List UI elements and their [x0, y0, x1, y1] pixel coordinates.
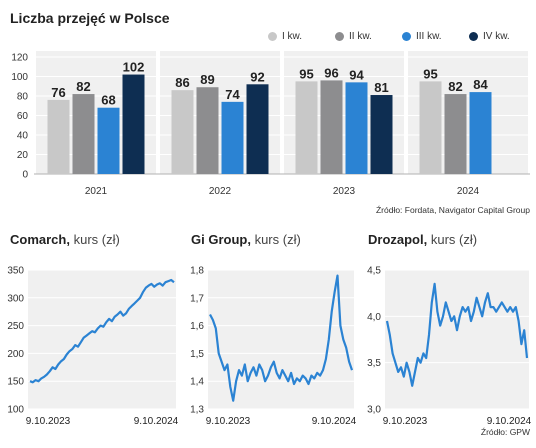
legend-item-q4: IV kw. [469, 31, 536, 42]
line-chart-drozapol: 3,0 3,5 4,0 4,5 9.10.2023 9.10.2024 [367, 266, 532, 428]
legend-swatch [469, 32, 478, 41]
legend-item-q1: I kw. [268, 31, 335, 42]
bar [122, 74, 145, 174]
y-tick-label: 350 [7, 266, 24, 277]
series-line [209, 274, 354, 402]
y-tick-label: 1,6 [190, 321, 204, 332]
x-tick-label: 2024 [457, 186, 480, 197]
legend: I kw. II kw. III kw. IV kw. [268, 31, 536, 42]
y-tick-label: 200 [7, 349, 24, 360]
bar [196, 87, 219, 174]
bar [47, 99, 70, 174]
bar [370, 95, 393, 174]
unit-label: kurs (zł) [73, 232, 120, 247]
y-tick-label: 100 [11, 72, 28, 83]
plot-background [28, 270, 176, 409]
x-tick-label: 9.10.2023 [383, 416, 428, 427]
data-label: 84 [473, 77, 488, 92]
y-tick-label: 1,8 [190, 266, 204, 277]
bar [320, 80, 343, 174]
data-label: 74 [225, 87, 240, 102]
bar [295, 81, 318, 174]
source-note-bottom: Źródło: GPW [480, 427, 530, 437]
y-tick-label: 250 [7, 321, 24, 332]
y-tick-label: 20 [17, 150, 29, 161]
data-label: 82 [76, 79, 90, 94]
y-tick-label: 1,7 [190, 293, 204, 304]
bar-chart: 0 20 40 60 80 100 120 76 82 68 102 2021 86 89 74 92 2022… [11, 51, 530, 197]
data-label: 95 [299, 66, 313, 81]
chart-title-comarch: Comarch, kurs (zł) [10, 232, 120, 247]
x-tick-label: 9.10.2024 [312, 416, 357, 427]
x-tick-label: 9.10.2023 [26, 416, 71, 427]
bar [221, 101, 244, 174]
legend-swatch [402, 32, 411, 41]
x-tick-label: 9.10.2023 [206, 416, 251, 427]
y-tick-label: 150 [7, 377, 24, 388]
data-label: 76 [51, 85, 65, 100]
series-line [29, 278, 175, 384]
y-tick-label: 60 [17, 111, 29, 122]
legend-item-q3: III kw. [402, 31, 469, 42]
data-label: 81 [374, 80, 388, 95]
x-tick-label: 2022 [209, 186, 232, 197]
y-tick-label: 4,5 [367, 266, 381, 277]
y-tick-label: 100 [7, 405, 24, 416]
legend-label: I kw. [282, 31, 303, 42]
bar [419, 81, 442, 174]
bar [345, 82, 368, 174]
data-label: 94 [349, 67, 364, 82]
legend-item-q2: II kw. [335, 31, 402, 42]
unit-label: kurs (zł) [430, 232, 478, 247]
y-tick-label: 80 [17, 92, 29, 103]
legend-label: IV kw. [483, 31, 510, 42]
data-label: 89 [200, 72, 214, 87]
y-tick-label: 120 [11, 53, 28, 64]
company-name: Gi Group, [191, 232, 251, 247]
x-tick-label: 2021 [85, 186, 108, 197]
legend-label: III kw. [416, 31, 442, 42]
y-tick-label: 0 [22, 170, 28, 181]
line-chart-comarch: 100 150 200 250 300 350 9.10.2023 9.10.2024 [7, 266, 179, 428]
data-label: 102 [123, 60, 145, 75]
y-tick-label: 1,5 [190, 349, 204, 360]
y-tick-label: 1,3 [190, 405, 204, 416]
data-label: 92 [250, 69, 264, 84]
legend-swatch [335, 32, 344, 41]
data-label: 86 [175, 75, 189, 90]
plot-background [385, 270, 529, 409]
data-label: 82 [448, 79, 462, 94]
chart-title: Liczba przejęć w Polsce [10, 10, 170, 26]
x-tick-label: 9.10.2024 [134, 416, 179, 427]
bar [72, 94, 95, 174]
series-line [385, 282, 529, 387]
data-label: 68 [101, 93, 115, 108]
chart-title-drozapol: Drozapol, kurs (zł) [368, 232, 477, 247]
company-name: Comarch, [10, 232, 70, 247]
data-label: 96 [324, 65, 338, 80]
bar [246, 84, 269, 174]
y-tick-label: 4,0 [367, 312, 381, 323]
x-tick-label: 9.10.2024 [487, 416, 532, 427]
unit-label: kurs (zł) [254, 232, 301, 247]
bar [469, 92, 492, 174]
y-tick-label: 3,5 [367, 358, 381, 369]
bar [444, 94, 467, 174]
chart-title-gigroup: Gi Group, kurs (zł) [191, 232, 301, 247]
legend-swatch [268, 32, 277, 41]
bar [171, 90, 194, 174]
x-tick-label: 2023 [333, 186, 356, 197]
y-tick-label: 3,0 [367, 405, 381, 416]
source-note-top: Źródło: Fordata, Navigator Capital Group [375, 205, 530, 215]
y-tick-label: 300 [7, 293, 24, 304]
line-chart-gigroup: 1,3 1,4 1,5 1,6 1,7 1,8 9.10.2023 9.10.2024 [190, 266, 357, 428]
bar [97, 107, 120, 174]
data-label: 95 [423, 66, 437, 81]
y-tick-label: 40 [17, 131, 29, 142]
y-tick-label: 1,4 [190, 377, 204, 388]
company-name: Drozapol, [368, 232, 428, 247]
legend-label: II kw. [349, 31, 372, 42]
